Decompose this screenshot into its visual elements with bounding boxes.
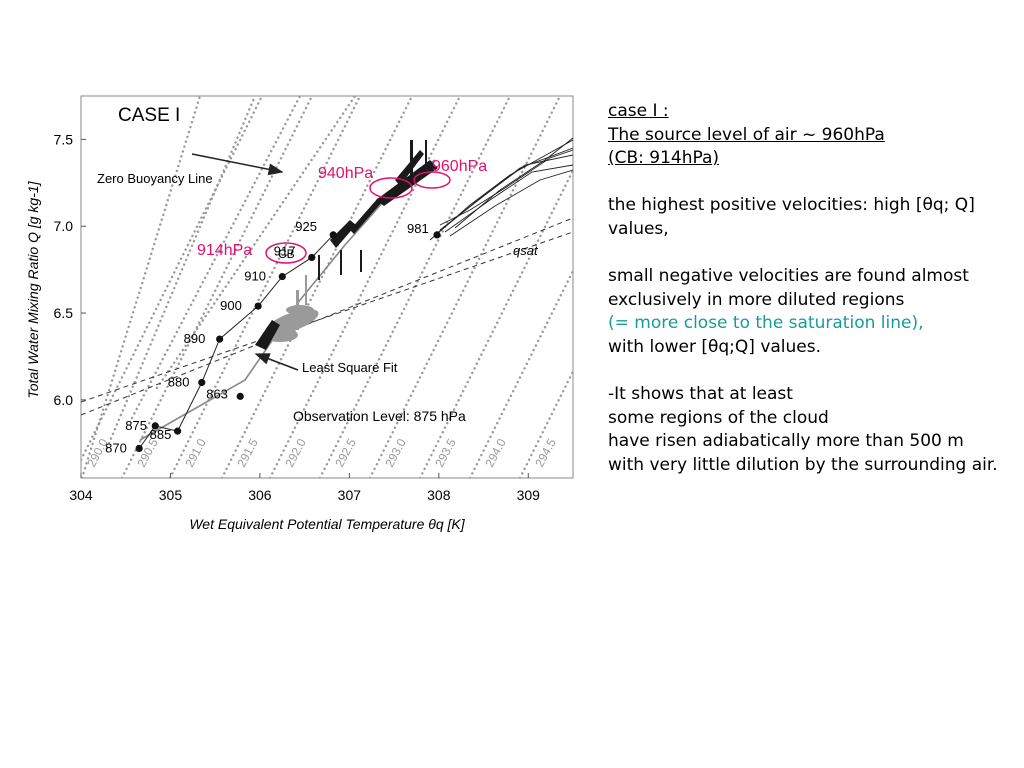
least-square-label: Least Square Fit	[302, 360, 398, 375]
zero-buoyancy-label: Zero Buoyancy Line	[97, 171, 213, 186]
y-tick-label: 7.5	[54, 131, 74, 147]
theta-isoline	[120, 96, 314, 478]
qsat-line	[81, 231, 573, 403]
observation-level-label: Observation Level: 875 hPa	[293, 408, 466, 424]
y-tick-label: 6.5	[54, 305, 74, 321]
p914-label: 914hPa	[197, 242, 252, 259]
profile-point-label: 890	[184, 331, 206, 346]
velocity-scatter-black	[255, 140, 438, 350]
para3-line1: -It shows that at least	[608, 384, 793, 405]
para2-end: with lower [θq;Q] values.	[608, 336, 822, 357]
profile-point-label: 925	[295, 219, 317, 234]
theta-isoline	[168, 96, 362, 478]
para2-line2: exclusively in more diluted regions	[608, 289, 905, 310]
x-tick-label: 304	[69, 487, 93, 503]
profile-point	[329, 231, 337, 239]
theta-isoline	[268, 96, 462, 478]
profile-point	[308, 253, 316, 262]
profile-point	[254, 302, 262, 310]
para1-line1: the highest positive velocities: high [θ…	[608, 195, 975, 216]
theta-isoline	[220, 96, 414, 478]
profile-point-label: 885	[150, 427, 172, 442]
source-level-line: The source level of air ~ 960hPa	[608, 124, 885, 145]
slide-notes: case I : The source level of air ~ 960hP…	[608, 100, 1018, 478]
x-tick-label: 305	[159, 487, 183, 503]
para1-line2: values,	[608, 218, 669, 239]
profile-point-label: 870	[105, 440, 127, 455]
profile-point-label: 880	[168, 375, 190, 390]
p960-marker	[413, 171, 451, 189]
theta-isoline	[468, 268, 573, 478]
theta-isoline	[418, 167, 573, 478]
profile-point-label: 910	[244, 269, 266, 284]
x-tick-label: 306	[248, 487, 272, 503]
cloud-base-line: (CB: 914hPa)	[608, 148, 720, 169]
theta-isoline	[81, 96, 264, 463]
profile-point-label: 863	[206, 386, 228, 401]
theta-isoline	[518, 368, 573, 478]
profile-point	[198, 378, 206, 387]
para3-line4: with very little dilution by the surroun…	[608, 454, 998, 475]
profile-point	[216, 335, 224, 343]
y-axis-label: Total Water Mixing Ratio Q [g kg-1]	[25, 180, 41, 398]
x-axis-label: Wet Equivalent Potential Temperature θq …	[189, 516, 465, 532]
cb-label: CB	[278, 247, 295, 261]
para3-line3: have risen adiabatically more than 500 m	[608, 431, 964, 452]
cloud-mixing-diagram: 290.0 290.5 291.0 291.5 292.0 292.5 293.0 293.5…	[25, 95, 574, 532]
p940-label: 940hPa	[318, 165, 373, 182]
x-tick-label: 307	[338, 487, 362, 503]
profile-point	[174, 427, 182, 435]
profile-point	[278, 272, 286, 281]
upper-level-trajectories	[429, 137, 573, 241]
profile-point	[151, 422, 159, 430]
y-tick-label: 6.0	[54, 392, 74, 408]
p960-label: 960hPa	[432, 158, 487, 175]
y-axis-ticks: 6.0 6.5 7.0 7.5	[54, 131, 86, 408]
x-tick-label: 308	[427, 487, 451, 503]
chart-title: CASE I	[118, 105, 180, 126]
y-tick-label: 7.0	[54, 218, 74, 234]
mixing-line-lower	[81, 217, 573, 416]
para2-line1: small negative velocities are found almo…	[608, 266, 969, 287]
x-tick-label: 309	[517, 487, 541, 503]
qsat-label: qsat	[513, 243, 539, 258]
zero-buoyancy-arrow	[191, 153, 284, 176]
cb-marker	[265, 242, 307, 264]
profile-point-label: 875	[125, 418, 147, 433]
profile-point	[236, 392, 244, 400]
profile-point-label: 917	[274, 243, 296, 258]
least-square-arrow	[254, 353, 299, 371]
case-heading: case I :	[608, 101, 669, 121]
p940-marker	[369, 177, 413, 199]
para3-line2: some regions of the cloud	[608, 407, 829, 428]
buoyancy-guide-line	[130, 96, 302, 420]
profile-point-label: 981	[407, 221, 429, 236]
para2-highlight: (= more close to the saturation line),	[608, 313, 924, 334]
theta-isoline	[368, 96, 562, 478]
plot-area	[80, 95, 574, 479]
profile-point-label: 900	[220, 298, 242, 313]
x-axis-ticks: 304 305 306 307 308 309	[69, 473, 540, 503]
profile-point	[135, 444, 143, 453]
profile-point	[433, 231, 441, 239]
buoyancy-guide-line	[81, 96, 202, 478]
